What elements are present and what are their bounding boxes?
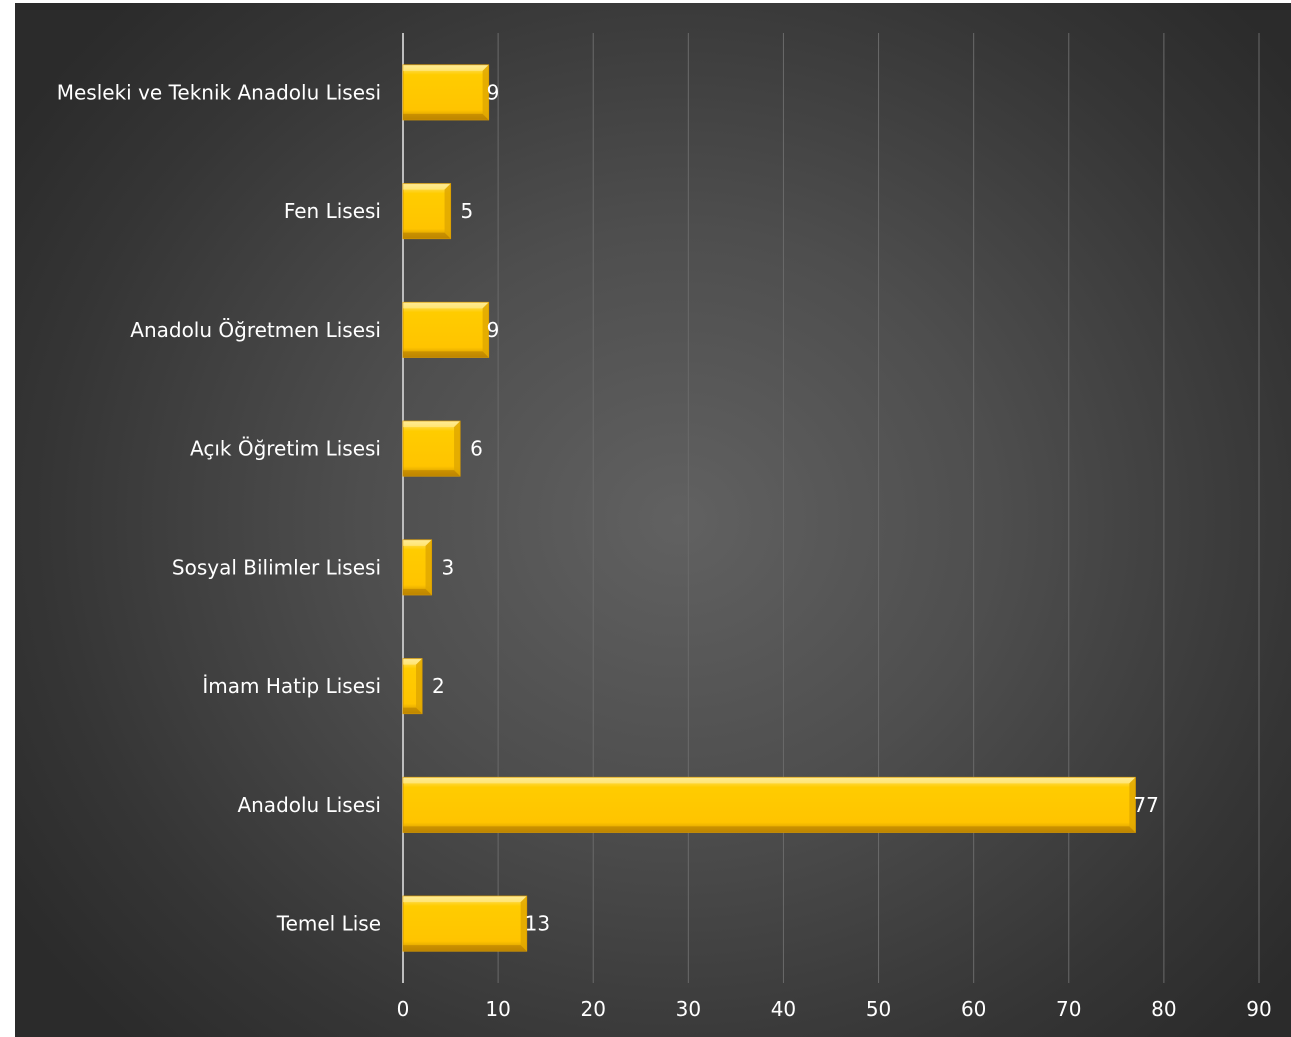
value-label: 9 [487, 80, 500, 104]
bar-bevel-right [444, 183, 451, 239]
bar-bevel-right [425, 539, 432, 595]
x-tick-label: 70 [1056, 997, 1081, 1021]
x-tick-label: 20 [580, 997, 605, 1021]
category-label: İmam Hatip Lisesi [202, 674, 381, 698]
x-tick-label: 80 [1151, 997, 1176, 1021]
bar-bevel-bottom [403, 351, 489, 358]
category-label: Sosyal Bilimler Lisesi [172, 555, 381, 579]
x-tick-label: 40 [771, 997, 796, 1021]
bar-bevel-top [403, 302, 489, 309]
bar-bevel-top [403, 658, 423, 665]
bar-body [402, 895, 528, 952]
x-tick-label: 50 [866, 997, 891, 1021]
bar-chart: 0 10 20 30 40 50 60 70 80 90 Mesleki ve Teknik Ana… [57, 33, 1272, 1021]
bar-bevel-bottom [403, 470, 461, 477]
x-tick-label: 10 [485, 997, 510, 1021]
value-label: 2 [432, 674, 445, 698]
labels: 0 10 20 30 40 50 60 70 80 90 Mesleki ve Teknik Ana… [57, 80, 1272, 1021]
bar [402, 895, 528, 952]
value-label: 9 [487, 318, 500, 342]
bars [402, 64, 1136, 952]
bar [402, 658, 423, 715]
bar-bevel-bottom [403, 945, 527, 952]
bar-bevel-bottom [403, 826, 1136, 833]
bar-bevel-top [403, 539, 432, 546]
category-label: Açık Öğretim Lisesi [190, 437, 381, 461]
bar-body [402, 183, 452, 240]
chart-area: 0 10 20 30 40 50 60 70 80 90 Mesleki ve Teknik Ana… [15, 3, 1291, 1037]
bar-bevel-top [403, 896, 527, 903]
bar [402, 776, 1136, 833]
bar-bevel-bottom [403, 232, 451, 239]
bar-bevel-bottom [403, 707, 423, 714]
x-tick-label: 30 [676, 997, 701, 1021]
value-label: 6 [470, 437, 483, 461]
bar [402, 64, 490, 121]
category-label: Anadolu Lisesi [237, 793, 381, 817]
value-label: 77 [1133, 793, 1158, 817]
bar-bevel-top [403, 183, 451, 190]
value-label: 3 [442, 555, 455, 579]
bar [402, 183, 452, 240]
x-tick-label: 90 [1246, 997, 1271, 1021]
bar-bevel-right [520, 896, 527, 952]
bar-bevel-right [482, 64, 489, 120]
value-label: 13 [525, 912, 550, 936]
bar-bevel-top [403, 777, 1136, 784]
bar-bevel-right [1129, 777, 1136, 833]
category-label: Temel Lise [276, 912, 381, 936]
category-label: Mesleki ve Teknik Anadolu Lisesi [57, 80, 381, 104]
value-label: 5 [461, 199, 474, 223]
bar-body [402, 776, 1136, 833]
bar-bevel-bottom [403, 113, 489, 120]
category-label: Anadolu Öğretmen Lisesi [130, 318, 381, 342]
x-tick-label: 0 [397, 997, 410, 1021]
x-tick-label: 60 [961, 997, 986, 1021]
category-label: Fen Lisesi [284, 199, 381, 223]
bar [402, 301, 490, 358]
bar-body [402, 420, 461, 477]
bar-bevel-top [403, 64, 489, 71]
bar [402, 539, 433, 596]
bar-bevel-right [454, 421, 461, 477]
bar-body [402, 301, 490, 358]
grid-lines [497, 33, 1260, 983]
bar [402, 420, 461, 477]
bar-bevel-bottom [403, 588, 432, 595]
bar-bevel-top [403, 421, 461, 428]
bar-bevel-right [482, 302, 489, 358]
bar-bevel-right [416, 658, 423, 714]
bar-body [402, 64, 490, 121]
